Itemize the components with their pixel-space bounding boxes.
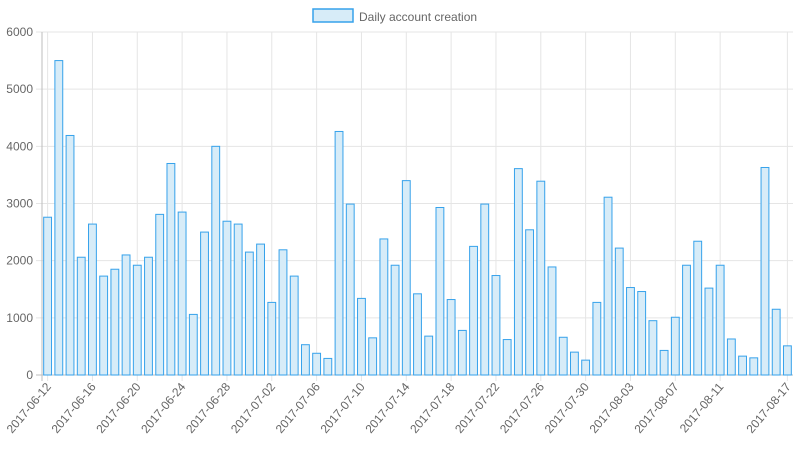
y-tick-label: 6000: [6, 25, 33, 39]
bar[interactable]: [200, 231, 209, 376]
bar[interactable]: [726, 338, 736, 376]
bar[interactable]: [547, 266, 557, 376]
bar[interactable]: [424, 335, 434, 376]
bar[interactable]: [760, 166, 770, 376]
bar[interactable]: [155, 213, 165, 376]
bar[interactable]: [659, 349, 669, 376]
y-tick-label: 0: [26, 368, 33, 382]
bar[interactable]: [300, 344, 310, 376]
y-tick-label: 5000: [6, 82, 33, 96]
bar[interactable]: [88, 223, 97, 376]
bar[interactable]: [222, 220, 232, 376]
x-tick-label: 2017-07-30: [542, 380, 592, 436]
bar[interactable]: [99, 275, 109, 376]
bar[interactable]: [357, 297, 366, 376]
bar[interactable]: [626, 287, 635, 376]
bar[interactable]: [536, 180, 546, 376]
bar[interactable]: [43, 216, 53, 376]
bar[interactable]: [457, 329, 467, 376]
bar[interactable]: [65, 134, 75, 376]
bar[interactable]: [502, 339, 512, 376]
y-axis: 0 1000 2000 3000 4000 5000 6000: [6, 25, 43, 382]
bars: [43, 60, 792, 376]
bar[interactable]: [446, 299, 456, 376]
x-tick-label: 2017-07-10: [318, 380, 368, 436]
bar[interactable]: [76, 256, 86, 376]
bar[interactable]: [323, 357, 333, 376]
bar[interactable]: [379, 238, 389, 376]
bar[interactable]: [256, 243, 265, 376]
x-tick-label: 2017-06-20: [93, 380, 143, 436]
x-tick-label: 2017-06-28: [183, 380, 233, 436]
bar[interactable]: [267, 301, 277, 376]
x-tick-label: 2017-07-02: [228, 380, 278, 436]
bar[interactable]: [771, 308, 781, 376]
bar[interactable]: [749, 357, 759, 376]
x-tick-label: 2017-06-12: [4, 380, 54, 436]
bar[interactable]: [682, 264, 691, 376]
bar[interactable]: [648, 320, 658, 376]
bar[interactable]: [704, 287, 714, 376]
legend[interactable]: Daily account creation: [312, 8, 477, 24]
bar[interactable]: [592, 301, 602, 376]
bar[interactable]: [435, 207, 445, 376]
x-axis: 2017-06-122017-06-162017-06-202017-06-24…: [4, 380, 794, 436]
bar[interactable]: [110, 268, 120, 376]
bar[interactable]: [525, 229, 535, 376]
bar[interactable]: [715, 264, 725, 376]
bar[interactable]: [211, 145, 221, 376]
bar[interactable]: [581, 359, 591, 376]
x-tick-label: 2017-08-03: [587, 380, 637, 436]
bar[interactable]: [278, 249, 288, 376]
bar[interactable]: [570, 351, 579, 376]
bar[interactable]: [177, 211, 187, 376]
bar[interactable]: [54, 60, 64, 376]
x-tick-label: 2017-08-07: [631, 380, 681, 436]
legend-swatch: [312, 8, 354, 23]
x-tick-label: 2017-06-24: [138, 380, 188, 436]
bar[interactable]: [121, 254, 131, 376]
bar[interactable]: [603, 196, 613, 376]
bar[interactable]: [368, 337, 378, 376]
y-tick-label: 1000: [6, 311, 33, 325]
bar[interactable]: [244, 251, 254, 376]
bar[interactable]: [558, 336, 568, 376]
bar[interactable]: [670, 316, 680, 376]
bar[interactable]: [345, 203, 355, 376]
bar[interactable]: [188, 313, 198, 376]
x-tick-label: 2017-07-14: [362, 380, 412, 436]
bar[interactable]: [312, 352, 322, 376]
bar[interactable]: [334, 130, 344, 376]
bar[interactable]: [491, 275, 501, 376]
x-tick-label: 2017-06-16: [49, 380, 99, 436]
bar[interactable]: [480, 203, 490, 376]
bar[interactable]: [289, 275, 299, 376]
bar[interactable]: [513, 168, 523, 376]
x-tick-label: 2017-07-18: [407, 380, 457, 436]
x-tick-label: 2017-07-06: [273, 380, 323, 436]
bar[interactable]: [166, 162, 176, 376]
bar[interactable]: [693, 240, 703, 376]
bar[interactable]: [390, 264, 400, 376]
bar[interactable]: [782, 345, 792, 376]
x-tick-label: 2017-08-17: [744, 380, 794, 436]
bar[interactable]: [413, 293, 422, 376]
y-tick-label: 2000: [6, 254, 33, 268]
bar[interactable]: [132, 264, 142, 376]
y-tick-label: 4000: [6, 139, 33, 153]
bar[interactable]: [614, 247, 624, 376]
bar[interactable]: [233, 223, 243, 376]
bar[interactable]: [637, 291, 647, 376]
bar[interactable]: [401, 180, 411, 376]
y-tick-label: 3000: [6, 197, 33, 211]
legend-label: Daily account creation: [359, 10, 477, 24]
x-tick-label: 2017-07-26: [497, 380, 547, 436]
bar[interactable]: [144, 256, 153, 376]
bar[interactable]: [738, 355, 747, 376]
x-tick-label: 2017-07-22: [452, 380, 502, 436]
bar[interactable]: [469, 245, 478, 376]
x-tick-label: 2017-08-11: [677, 380, 727, 436]
